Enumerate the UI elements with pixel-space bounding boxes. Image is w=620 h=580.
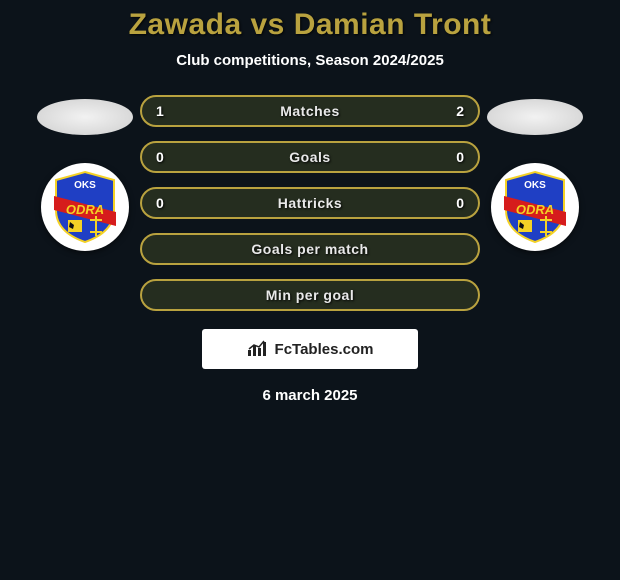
stat-row-goals: 0 Goals 0 [140, 141, 480, 173]
player-right-column: OKS ODRA [480, 95, 590, 251]
stat-label: Hattricks [278, 195, 342, 211]
stat-row-hattricks: 0 Hattricks 0 [140, 187, 480, 219]
branding-text: FcTables.com [275, 341, 374, 358]
stats-list: 1 Matches 2 0 Goals 0 0 Hattricks 0 Goal… [140, 95, 480, 311]
stat-row-min-per-goal: Min per goal [140, 279, 480, 311]
stat-left-value: 0 [156, 149, 164, 165]
comparison-card: Zawada vs Damian Tront Club competitions… [0, 0, 620, 404]
club-shield-icon: OKS ODRA [502, 170, 568, 244]
player-left-column: OKS ODRA [30, 95, 140, 251]
stat-right-value: 0 [456, 195, 464, 211]
stat-label: Matches [280, 103, 340, 119]
badge-top-text: OKS [74, 180, 96, 191]
player-right-avatar-placeholder [487, 99, 583, 135]
stat-left-value: 0 [156, 195, 164, 211]
branding-badge[interactable]: FcTables.com [202, 329, 418, 369]
stat-row-goals-per-match: Goals per match [140, 233, 480, 265]
badge-main-text: ODRA [66, 202, 104, 217]
svg-text:ODRA: ODRA [516, 202, 554, 217]
stat-right-value: 0 [456, 149, 464, 165]
svg-text:OKS: OKS [524, 180, 546, 191]
stat-row-matches: 1 Matches 2 [140, 95, 480, 127]
stat-left-value: 1 [156, 103, 164, 119]
stat-label: Goals [289, 149, 330, 165]
stats-area: OKS ODRA 1 Matches 2 [0, 95, 620, 311]
player-left-club-badge: OKS ODRA [41, 163, 129, 251]
date-text: 6 march 2025 [0, 387, 620, 404]
subtitle: Club competitions, Season 2024/2025 [0, 52, 620, 69]
player-right-club-badge: OKS ODRA [491, 163, 579, 251]
page-title: Zawada vs Damian Tront [0, 8, 620, 42]
stat-label: Goals per match [251, 241, 368, 257]
bar-chart-icon [247, 340, 269, 358]
club-shield-icon: OKS ODRA [52, 170, 118, 244]
stat-label: Min per goal [266, 287, 354, 303]
player-left-avatar-placeholder [37, 99, 133, 135]
stat-right-value: 2 [456, 103, 464, 119]
